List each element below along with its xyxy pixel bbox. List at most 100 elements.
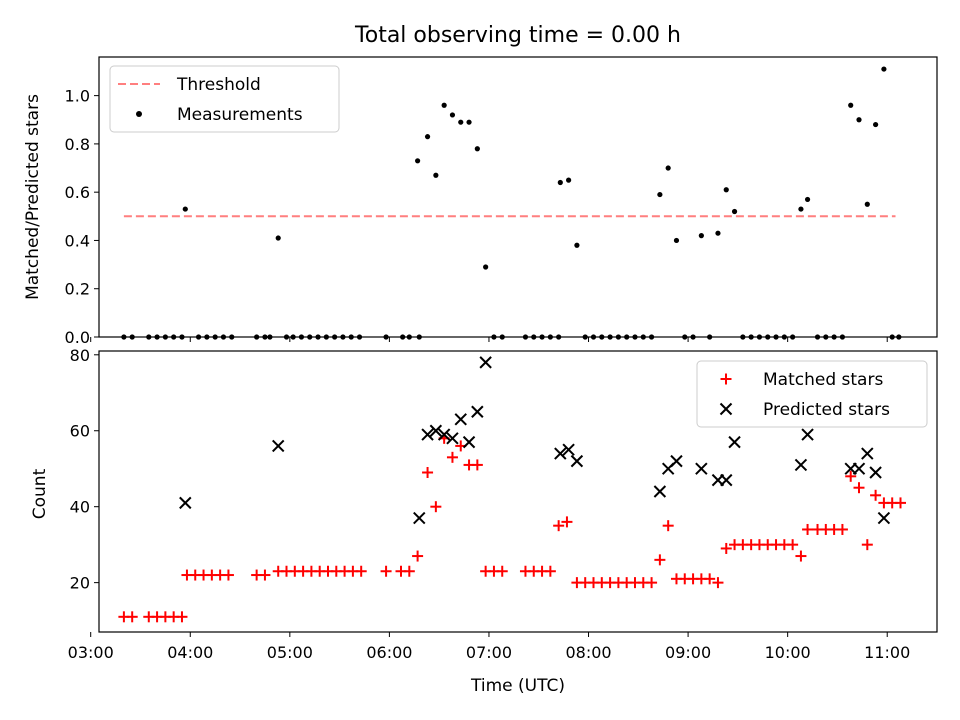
predicted-mark-b <box>554 447 567 460</box>
predicted-star-point <box>794 458 808 472</box>
x-tick-label: 10:00 <box>765 643 811 662</box>
predicted-star-point <box>437 428 451 441</box>
predicted-star-point <box>479 356 492 369</box>
measurement-point <box>557 179 563 186</box>
matched-star-point <box>646 577 658 589</box>
measurement-point <box>804 196 811 203</box>
measurement-point <box>433 172 439 178</box>
matched-star-point <box>355 565 367 577</box>
x-tick-label: 03:00 <box>68 643 114 662</box>
bottom-y-tick-label: 20 <box>70 574 90 593</box>
matched-star-point <box>403 565 415 577</box>
x-tick-label: 09:00 <box>665 643 711 662</box>
top-y-tick-label: 0.6 <box>65 183 90 202</box>
matched-star-point <box>845 470 857 482</box>
predicted-mark-b <box>801 428 814 441</box>
predicted-star-point <box>462 435 476 449</box>
predicted-mark-b <box>562 443 575 456</box>
predicted-star-point <box>653 485 667 498</box>
predicted-star-point <box>728 435 741 449</box>
predicted-mark-b <box>429 424 443 437</box>
matched-star-point <box>853 482 865 494</box>
top-y-tick-label: 0.8 <box>65 135 90 154</box>
matched-star-point <box>861 539 873 551</box>
legend-predicted-label: Predicted stars <box>763 400 890 420</box>
top-y-tick-label: 0.4 <box>65 231 90 250</box>
top-chart-title: Total observing time = 0.00 h <box>354 23 681 48</box>
measurement-point <box>449 112 456 118</box>
measurement-point <box>723 187 729 193</box>
measurement-point <box>731 208 738 215</box>
matched-star-point <box>836 523 848 535</box>
x-axis-label: Time (UTC) <box>470 676 565 696</box>
predicted-star-point <box>554 447 567 460</box>
x-tick-label: 05:00 <box>267 643 313 662</box>
measurement-point <box>798 206 804 212</box>
top-y-tick-label: 1.0 <box>65 87 90 106</box>
top-legend-frame <box>109 65 340 133</box>
matched-star-point <box>712 577 724 589</box>
measurement-point <box>715 230 721 236</box>
legend-measurements-swatch <box>136 111 142 117</box>
matched-star-point <box>894 497 906 509</box>
top-y-tick-label: 0.2 <box>65 280 90 299</box>
predicted-mark-b <box>179 496 192 510</box>
measurement-point <box>466 119 472 125</box>
predicted-mark-b <box>695 462 708 475</box>
measurement-point <box>182 206 188 212</box>
measurement-point <box>665 165 671 171</box>
predicted-mark-b <box>869 466 882 479</box>
measurement-point <box>566 177 572 183</box>
bottom-y-tick-label: 40 <box>70 498 90 517</box>
predicted-mark-b <box>877 511 891 525</box>
predicted-star-point <box>446 432 459 445</box>
predicted-star-point <box>413 511 426 525</box>
x-tick-label: 07:00 <box>466 643 512 662</box>
top-legend: Threshold Measurements <box>109 65 340 133</box>
legend-predicted-swatch <box>719 402 733 416</box>
top-y-axis-label: Matched/Predicted stars <box>23 94 43 300</box>
x-tick-label: 11:00 <box>864 643 910 662</box>
predicted-mark-b <box>720 473 733 487</box>
matched-star-point <box>654 554 666 566</box>
matched-star-point <box>544 565 556 577</box>
predicted-mark-b <box>852 462 866 475</box>
matched-star-point <box>422 467 434 479</box>
bottom-y-axis-label: Count <box>30 468 50 519</box>
matched-star-point <box>259 569 271 581</box>
predicted-star-point <box>869 466 882 479</box>
predicted-star-point <box>695 462 708 475</box>
predicted-star-point <box>562 443 575 456</box>
legend-measurements-label: Measurements <box>177 105 303 125</box>
predicted-mark-b <box>421 428 434 441</box>
bottom-y-tick-label: 60 <box>70 422 90 441</box>
top-plot-frame <box>98 56 938 338</box>
matched-star-point <box>412 550 424 562</box>
legend-matched-label: Matched stars <box>763 370 883 390</box>
predicted-star-point <box>570 454 584 468</box>
predicted-star-point <box>801 428 814 441</box>
predicted-mark-b <box>794 458 808 472</box>
predicted-mark-b <box>454 413 467 426</box>
bottom-y-tick-label: 80 <box>70 346 90 365</box>
predicted-star-point <box>421 428 434 441</box>
predicted-mark-b <box>861 447 874 460</box>
matched-star-point <box>446 451 458 463</box>
predicted-star-point <box>852 462 866 475</box>
predicted-mark-b <box>446 432 459 445</box>
matched-star-point <box>222 569 234 581</box>
bottom-legend-frame <box>696 360 928 428</box>
predicted-mark-b <box>462 435 476 449</box>
predicted-star-point <box>877 511 891 525</box>
matched-star-point <box>126 611 138 623</box>
predicted-mark-b <box>413 511 426 525</box>
predicted-mark-b <box>570 454 584 468</box>
measurement-point <box>415 158 421 164</box>
matched-star-point <box>795 550 807 562</box>
matched-star-point <box>553 520 565 532</box>
predicted-mark-b <box>728 435 741 449</box>
matched-star-point <box>720 542 732 554</box>
predicted-star-point <box>429 424 443 437</box>
measurement-point <box>856 117 862 123</box>
predicted-mark-b <box>479 356 492 369</box>
